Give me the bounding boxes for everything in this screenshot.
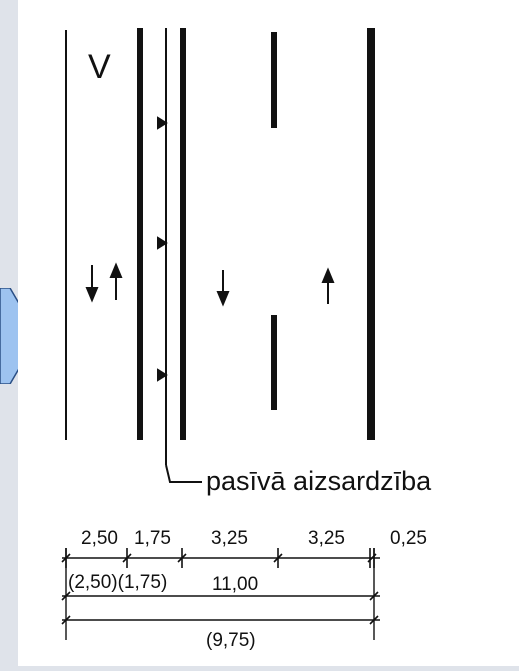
arrow-up-icon xyxy=(321,267,335,304)
dim-middle-1: (2,50)(1,75) xyxy=(68,572,167,593)
dimension-line-top xyxy=(61,548,380,568)
diagram-page: V xyxy=(18,0,519,666)
dimension-line-middle xyxy=(61,591,380,601)
dim-top-3: 3,25 xyxy=(211,528,248,549)
callout-label: pasīvā aizsardzība xyxy=(206,466,432,496)
dim-top-1: 2,50 xyxy=(81,528,118,549)
dim-top-2: 1,75 xyxy=(134,528,171,549)
section-label: V xyxy=(88,48,111,86)
road-cross-section-diagram: V xyxy=(61,28,432,651)
arrow-up-icon xyxy=(109,262,123,300)
arrow-down-icon xyxy=(216,270,230,307)
dimension-line-bottom xyxy=(61,615,380,625)
dim-middle-2: 11,00 xyxy=(212,574,258,595)
dim-bottom: (9,75) xyxy=(206,630,256,651)
arrow-down-icon xyxy=(85,265,99,303)
dim-top-4: 3,25 xyxy=(308,528,345,549)
callout-leader xyxy=(165,464,202,483)
direction-arrows xyxy=(85,262,335,307)
barrier-ticks xyxy=(157,116,168,382)
dim-top-5: 0,25 xyxy=(390,528,427,549)
